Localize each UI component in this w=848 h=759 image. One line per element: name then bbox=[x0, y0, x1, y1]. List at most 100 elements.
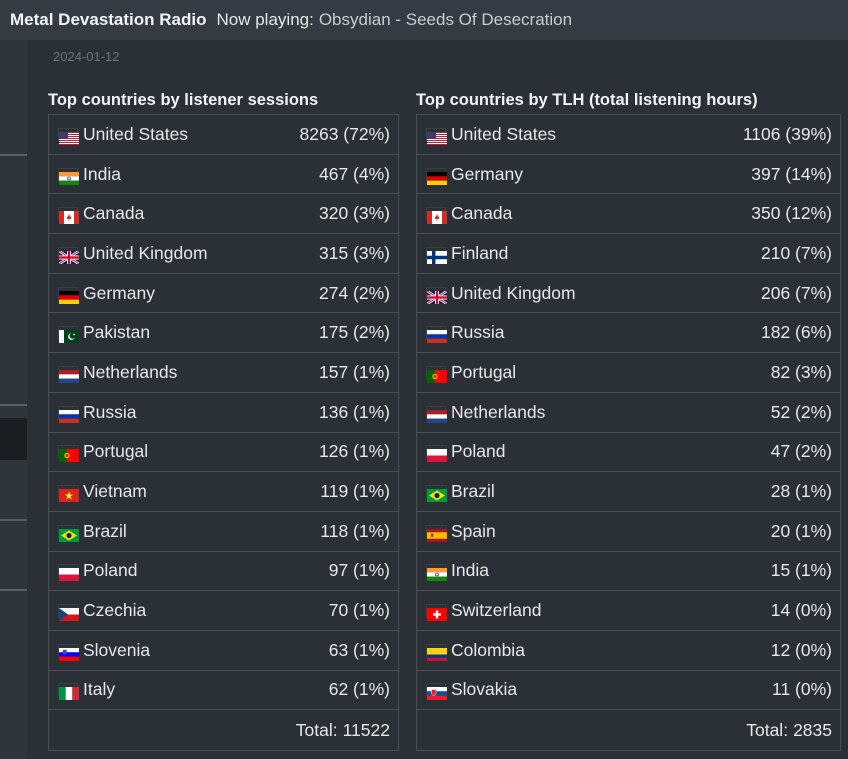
country-value: 119 (1%) bbox=[320, 481, 390, 502]
country-value: 70 (1%) bbox=[328, 600, 390, 621]
country-value: 320 (3%) bbox=[318, 203, 390, 224]
country-name: United States bbox=[83, 123, 189, 144]
country-value: 157 (1%) bbox=[318, 361, 390, 382]
pl-flag-icon bbox=[58, 564, 79, 582]
table-row: Slovenia 63 (1%) bbox=[49, 631, 398, 671]
tlh-panel: Top countries by TLH (total listening ho… bbox=[416, 88, 841, 751]
sidebar-divider bbox=[0, 154, 27, 156]
br-flag-icon bbox=[58, 524, 79, 542]
country-name: Portugal bbox=[83, 441, 149, 462]
ca-flag-icon bbox=[58, 207, 79, 225]
country-value: 28 (1%) bbox=[770, 481, 832, 502]
country-value: 20 (1%) bbox=[770, 520, 832, 541]
country-value: 118 (1%) bbox=[320, 520, 390, 541]
table-row: Slovakia 11 (0%) bbox=[417, 671, 840, 711]
country-name: Italy bbox=[83, 679, 116, 700]
total-label: Total: bbox=[746, 719, 789, 740]
country-name: Slovakia bbox=[451, 679, 518, 700]
br-flag-icon bbox=[426, 485, 447, 503]
pt-flag-icon bbox=[426, 365, 447, 383]
country-value: 52 (2%) bbox=[770, 401, 832, 422]
country-name: Germany bbox=[83, 282, 155, 303]
ru-flag-icon bbox=[426, 326, 447, 344]
country-name: Czechia bbox=[83, 600, 147, 621]
country-name: Brazil bbox=[83, 520, 127, 541]
country-name: Finland bbox=[451, 242, 509, 263]
country-name: Switzerland bbox=[451, 600, 542, 621]
country-name: Netherlands bbox=[451, 401, 546, 422]
table-row: United States 1106 (39%) bbox=[417, 115, 840, 155]
sessions-title: Top countries by listener sessions bbox=[48, 91, 319, 109]
us-flag-icon bbox=[426, 127, 447, 145]
country-value: 15 (1%) bbox=[770, 560, 832, 581]
station-name[interactable]: Metal Devastation Radio bbox=[10, 10, 207, 29]
country-value: 175 (2%) bbox=[318, 322, 390, 343]
ch-flag-icon bbox=[426, 604, 447, 622]
nl-flag-icon bbox=[426, 405, 447, 423]
table-row: Russia 182 (6%) bbox=[417, 313, 840, 354]
country-value: 62 (1%) bbox=[328, 679, 390, 700]
in-flag-icon bbox=[58, 167, 79, 185]
ca-flag-icon bbox=[426, 207, 447, 225]
country-value: 12 (0%) bbox=[770, 639, 832, 660]
country-value: 14 (0%) bbox=[770, 600, 832, 621]
sessions-panel: Top countries by listener sessions Unite… bbox=[48, 88, 399, 751]
table-row: Finland 210 (7%) bbox=[417, 234, 840, 274]
country-name: Pakistan bbox=[83, 322, 151, 343]
table-row: Italy 62 (1%) bbox=[49, 671, 398, 711]
country-name: Slovenia bbox=[83, 639, 151, 660]
fi-flag-icon bbox=[426, 246, 447, 264]
table-row: United States 8263 (72%) bbox=[49, 115, 398, 155]
country-name: Brazil bbox=[451, 481, 495, 502]
total-row: Total: 11522 bbox=[49, 710, 398, 750]
sidebar-divider bbox=[0, 519, 27, 521]
now-playing-label: Now playing: bbox=[216, 10, 314, 29]
country-name: Canada bbox=[83, 203, 145, 224]
tlh-table: United States 1106 (39%) Germany 397 (14%) C… bbox=[416, 114, 841, 751]
table-row: Brazil 118 (1%) bbox=[49, 512, 398, 552]
country-name: Russia bbox=[83, 401, 137, 422]
country-value: 82 (3%) bbox=[770, 361, 832, 382]
table-row: United Kingdom 315 (3%) bbox=[49, 234, 398, 274]
total-label: Total: bbox=[295, 719, 338, 740]
report-date: 2024-01-12 bbox=[53, 49, 120, 64]
country-value: 206 (7%) bbox=[760, 282, 832, 303]
country-name: Portugal bbox=[451, 361, 517, 382]
sidebar-selected-item[interactable] bbox=[0, 418, 27, 460]
total-row: Total: 2835 bbox=[417, 710, 840, 750]
country-value: 350 (12%) bbox=[751, 203, 832, 224]
sk-flag-icon bbox=[426, 683, 447, 701]
table-row: Poland 97 (1%) bbox=[49, 552, 398, 592]
table-row: Canada 320 (3%) bbox=[49, 194, 398, 235]
table-row: Poland 47 (2%) bbox=[417, 433, 840, 473]
gb-flag-icon bbox=[58, 246, 80, 265]
country-value: 47 (2%) bbox=[770, 441, 832, 462]
sidebar-divider bbox=[0, 404, 27, 406]
table-row: Colombia 12 (0%) bbox=[417, 631, 840, 671]
table-row: Brazil 28 (1%) bbox=[417, 472, 840, 512]
table-row: Germany 397 (14%) bbox=[417, 155, 840, 195]
country-name: United States bbox=[451, 123, 557, 144]
country-name: United Kingdom bbox=[451, 282, 576, 303]
country-value: 315 (3%) bbox=[318, 242, 390, 263]
table-row: United Kingdom 206 (7%) bbox=[417, 274, 840, 314]
pt-flag-icon bbox=[58, 445, 79, 463]
country-name: Spain bbox=[451, 520, 496, 541]
left-sidebar-strip bbox=[0, 40, 27, 759]
table-row: Pakistan 175 (2%) bbox=[49, 313, 398, 354]
us-flag-icon bbox=[58, 127, 79, 145]
country-value: 1106 (39%) bbox=[742, 123, 832, 144]
country-value: 274 (2%) bbox=[318, 282, 390, 303]
vn-flag-icon bbox=[58, 485, 79, 503]
country-name: United Kingdom bbox=[83, 242, 208, 263]
table-row: Czechia 70 (1%) bbox=[49, 591, 398, 631]
table-row: India 15 (1%) bbox=[417, 552, 840, 592]
total-value: 2835 bbox=[793, 719, 832, 740]
country-name: Germany bbox=[451, 163, 523, 184]
country-name: Poland bbox=[451, 441, 506, 462]
de-flag-icon bbox=[58, 286, 79, 304]
table-row: Portugal 126 (1%) bbox=[49, 433, 398, 473]
nl-flag-icon bbox=[58, 365, 79, 383]
sessions-table: United States 8263 (72%) India 467 (4%) Cana… bbox=[48, 114, 399, 751]
top-bar: Metal Devastation Radio Now playing: Obs… bbox=[0, 0, 848, 40]
